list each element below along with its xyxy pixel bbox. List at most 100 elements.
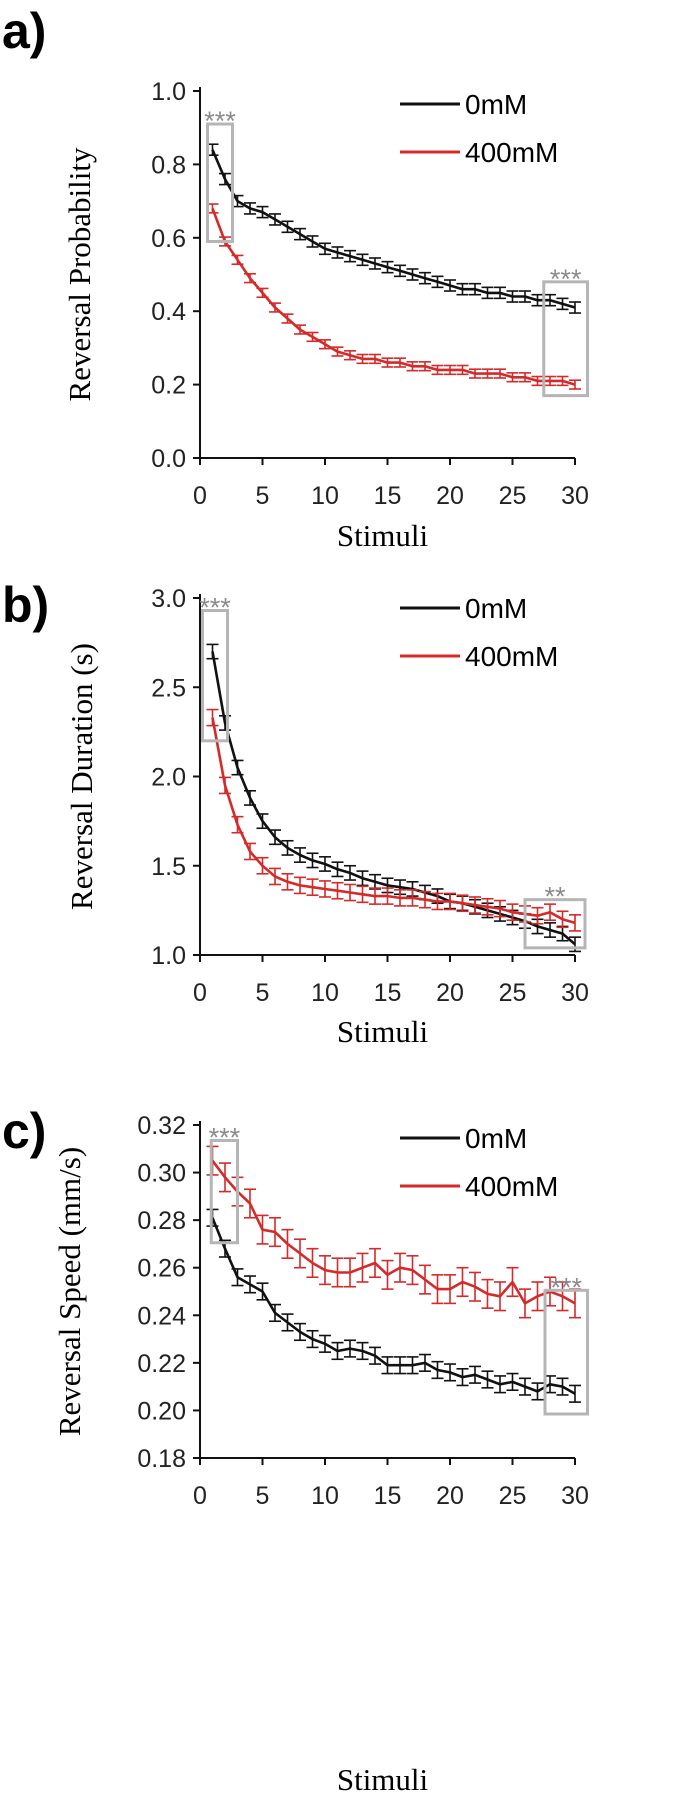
significance-box [523, 898, 587, 950]
x-tick-label: 25 [499, 979, 527, 1007]
y-axis-title: Reversal Probability [62, 147, 97, 401]
error-bar [431, 1274, 444, 1305]
error-bar [369, 887, 381, 905]
significance-label: *** [209, 1122, 241, 1152]
significance-box [209, 1138, 239, 1245]
error-bar [394, 889, 406, 907]
error-bar [381, 1259, 394, 1290]
error-bar [444, 1363, 456, 1382]
error-bar [506, 290, 519, 303]
y-tick-label: 1.0 [151, 78, 186, 106]
error-bar [306, 852, 319, 869]
error-bar [294, 847, 306, 863]
error-bar [344, 1339, 356, 1358]
series-line [211, 149, 576, 309]
error-bar [456, 894, 469, 913]
error-bar [469, 368, 481, 379]
error-bar [444, 364, 456, 376]
error-bar [269, 1303, 281, 1323]
error-bar [244, 1188, 256, 1219]
panel-b-reversal-duration: b) 1.0 1.5 2.0 2.5 3.0 0 5 10 15 20 25 30 Stimuli Reve… [2, 577, 589, 1049]
error-bar [406, 889, 419, 907]
error-bar [369, 1247, 381, 1279]
y-tick-label: 2.5 [151, 674, 186, 702]
error-bar [344, 1257, 356, 1288]
panel-letter: b) [2, 577, 49, 633]
error-bar [556, 297, 569, 311]
error-bar [444, 279, 456, 292]
error-bar [556, 375, 569, 387]
error-bar [569, 301, 581, 314]
error-bar [356, 353, 369, 365]
error-bar [494, 368, 506, 379]
error-bar [456, 1368, 469, 1387]
error-bar [319, 856, 331, 872]
error-bar [406, 1255, 419, 1286]
error-bar [519, 1377, 531, 1396]
series-0mM [206, 1208, 581, 1403]
x-tick-label: 30 [561, 1482, 589, 1510]
error-bar [419, 361, 431, 372]
error-bar [231, 815, 244, 834]
error-bar [419, 1264, 431, 1295]
x-tick-label: 20 [436, 1482, 464, 1510]
error-bar [531, 1382, 544, 1401]
error-bar [344, 249, 356, 263]
error-bar [306, 235, 319, 248]
error-bar [331, 1341, 344, 1361]
error-bar [494, 286, 506, 300]
significance-label: *** [550, 1272, 582, 1302]
error-bar [556, 1281, 569, 1312]
error-bar [356, 1341, 369, 1361]
y-tick-label: 0.4 [151, 298, 186, 326]
y-axis-title: Reversal Speed (mm/s) [52, 1147, 87, 1436]
x-axis-title: Stimuli [337, 518, 429, 553]
x-tick-label: 20 [436, 979, 464, 1007]
error-bar [431, 1360, 444, 1380]
series-line [211, 717, 576, 925]
panel-c-reversal-speed: c) 0.18 0.20 0.22 0.24 0.26 0.28 0.30 0.32 0 5 10 15… [2, 1103, 589, 1797]
error-bar [294, 324, 306, 335]
error-bar [506, 903, 519, 921]
error-bar [344, 350, 356, 361]
error-bar [406, 1356, 419, 1375]
x-tick-label: 30 [561, 482, 589, 510]
y-tick-label: 0.6 [151, 225, 186, 253]
error-bar [394, 264, 406, 278]
series-line [211, 1217, 576, 1395]
series-0mM [206, 143, 581, 314]
legend-label: 0mM [465, 89, 527, 120]
error-bar [431, 275, 444, 289]
x-tick-label: 15 [374, 979, 402, 1007]
error-bar [244, 202, 256, 215]
x-tick-label: 0 [193, 482, 207, 510]
error-bar [419, 271, 431, 285]
x-tick-label: 25 [499, 482, 527, 510]
error-bar [356, 870, 369, 887]
error-bar [356, 1252, 369, 1283]
x-tick-label: 10 [311, 979, 339, 1007]
error-bar [544, 903, 556, 921]
error-bar [369, 257, 381, 270]
y-tick-label: 0.28 [137, 1207, 186, 1235]
y-tick-label: 0.20 [137, 1397, 186, 1425]
error-bar [556, 1377, 569, 1396]
error-bar [331, 346, 344, 357]
error-bar [269, 829, 281, 846]
error-bar [394, 357, 406, 368]
error-bar [569, 914, 581, 932]
error-bar [444, 892, 456, 911]
legend-label: 0mM [465, 593, 527, 624]
error-bar [494, 1281, 506, 1312]
error-bar [281, 872, 294, 891]
y-axis-title: Reversal Duration (s) [64, 643, 99, 910]
error-bar [306, 1247, 319, 1279]
error-bar [569, 1384, 581, 1403]
error-bar [281, 1313, 294, 1332]
error-bar [519, 1288, 531, 1319]
x-axis-title: Stimuli [337, 1014, 429, 1049]
x-tick-label: 10 [311, 482, 339, 510]
x-tick-label: 10 [311, 1482, 339, 1510]
series-line [211, 651, 576, 946]
